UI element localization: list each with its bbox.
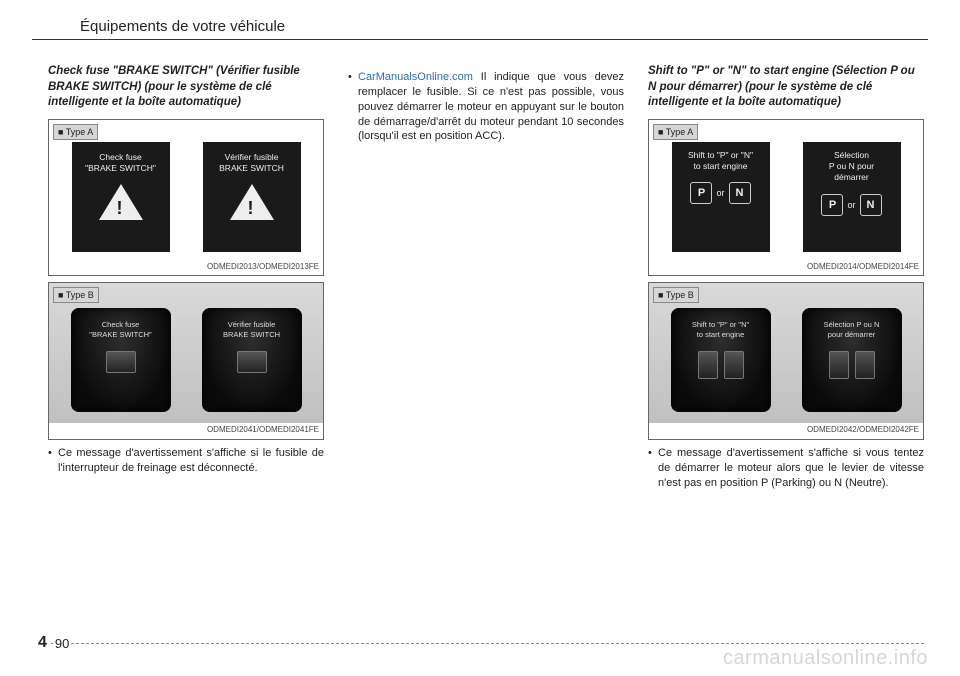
gear-indicator [829, 351, 875, 379]
type-b-tag: ■ Type B [53, 287, 99, 303]
gear-or: or [716, 187, 724, 199]
cluster-text: "BRAKE SWITCH" [89, 330, 151, 340]
gear-lever-icon [829, 351, 849, 379]
fuse-icon [106, 351, 136, 373]
bullet-text: Ce message d'avertissement s'affiche si … [58, 446, 324, 476]
column-right: Shift to "P" or "N" to start engine (Sél… [648, 64, 924, 491]
warning-triangle-icon [230, 184, 274, 220]
gear-indicator: P or N [821, 194, 881, 216]
gear-p-icon: P [690, 182, 712, 204]
column-left: Check fuse "BRAKE SWITCH" (Vérifier fusi… [48, 64, 324, 491]
gear-indicator [698, 351, 744, 379]
lcd-panel-right: Vérifier fusible BRAKE SWITCH [203, 142, 301, 252]
col1-subtitle: Check fuse "BRAKE SWITCH" (Vérifier fusi… [48, 64, 324, 111]
page-header: Équipements de votre véhicule [32, 0, 928, 40]
lcd-text: to start engine [694, 161, 748, 172]
cluster-text: Check fuse [102, 320, 140, 330]
cluster-text: to start engine [697, 330, 745, 340]
bullet-text: CarManualsOnline.com Il indique que vous… [358, 70, 624, 144]
cluster-panel-left: Check fuse "BRAKE SWITCH" [71, 308, 171, 412]
cluster-text: Vérifier fusible [228, 320, 276, 330]
lcd-panel-left: Check fuse "BRAKE SWITCH" [72, 142, 170, 252]
col3-subtitle: Shift to "P" or "N" to start engine (Sél… [648, 64, 924, 111]
lcd-text: BRAKE SWITCH [219, 163, 284, 174]
cluster-text: Sélection P ou N [824, 320, 880, 330]
cluster-panel-right: Vérifier fusible BRAKE SWITCH [202, 308, 302, 412]
col3-bullet: • Ce message d'avertissement s'affiche s… [648, 446, 924, 491]
lcd-text: Vérifier fusible [225, 152, 279, 163]
lcd-text: P ou N pour [829, 161, 874, 172]
bullet-text: Ce message d'avertissement s'affiche si … [658, 446, 924, 491]
figure-ref: ODMEDI2013/ODMEDI2013FE [49, 260, 323, 276]
gear-or: or [847, 199, 855, 211]
gear-n-icon: N [860, 194, 882, 216]
page-number: 90 [53, 636, 71, 651]
type-b-tag: ■ Type B [653, 287, 699, 303]
column-middle: • CarManualsOnline.com Il indique que vo… [348, 64, 624, 491]
bullet-dot: • [348, 70, 358, 144]
figure-ref: ODMEDI2042/ODMEDI2042FE [649, 423, 923, 439]
watermark: carmanualsonline.info [723, 647, 928, 670]
content-columns: Check fuse "BRAKE SWITCH" (Vérifier fusi… [0, 40, 960, 491]
bullet-dot: • [648, 446, 658, 491]
warning-triangle-icon [99, 184, 143, 220]
col3-figure-typeA: ■ Type A Shift to "P" or "N" to start en… [648, 119, 924, 277]
lcd-text: Sélection [834, 150, 869, 161]
gear-n-icon: N [729, 182, 751, 204]
lcd-text: Check fuse [99, 152, 142, 163]
lcd-text: démarrer [834, 172, 868, 183]
section-number: 4 [36, 634, 49, 652]
lcd-panel-right: Sélection P ou N pour démarrer P or N [803, 142, 901, 252]
cluster-panel-right: Sélection P ou N pour démarrer [802, 308, 902, 412]
type-a-tag: ■ Type A [53, 124, 98, 140]
figure-ref: ODMEDI2014/ODMEDI2014FE [649, 260, 923, 276]
col1-figure-typeB: ■ Type B Check fuse "BRAKE SWITCH" Vérif… [48, 282, 324, 440]
lcd-text: Shift to "P" or "N" [688, 150, 753, 161]
col1-bullet: • Ce message d'avertissement s'affiche s… [48, 446, 324, 476]
figure-ref: ODMEDI2041/ODMEDI2041FE [49, 423, 323, 439]
fuse-icon [237, 351, 267, 373]
gear-p-icon: P [821, 194, 843, 216]
gear-lever-icon [698, 351, 718, 379]
col1-figure-typeA: ■ Type A Check fuse "BRAKE SWITCH" Vérif… [48, 119, 324, 277]
cluster-panel-left: Shift to "P" or "N" to start engine [671, 308, 771, 412]
bullet-dot: • [48, 446, 58, 476]
col3-figure-typeB: ■ Type B Shift to "P" or "N" to start en… [648, 282, 924, 440]
start-button-icon [855, 351, 875, 379]
watermark-link-inline: CarManualsOnline.com [358, 71, 473, 83]
cluster-text: BRAKE SWITCH [223, 330, 280, 340]
col2-bullet: • CarManualsOnline.com Il indique que vo… [348, 70, 624, 144]
type-a-tag: ■ Type A [653, 124, 698, 140]
cluster-text: Shift to "P" or "N" [692, 320, 749, 330]
start-button-icon [724, 351, 744, 379]
lcd-panel-left: Shift to "P" or "N" to start engine P or… [672, 142, 770, 252]
gear-indicator: P or N [690, 182, 750, 204]
lcd-text: "BRAKE SWITCH" [85, 163, 156, 174]
cluster-text: pour démarrer [828, 330, 876, 340]
